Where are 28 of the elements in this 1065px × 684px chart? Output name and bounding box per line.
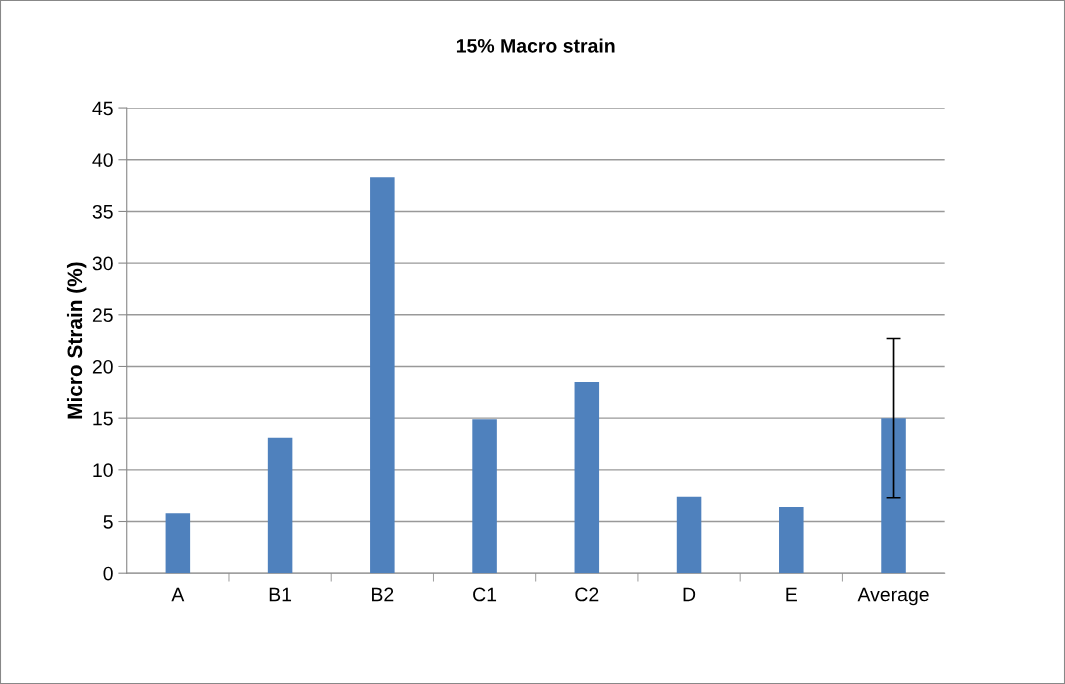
bar [676, 496, 702, 574]
y-tick-label: 5 [103, 515, 113, 529]
y-tick-label: 35 [92, 204, 113, 219]
bar [472, 419, 497, 574]
x-tick-label: B2 [372, 587, 394, 602]
x-tick-label: E [786, 587, 797, 602]
x-tick-label: D [683, 587, 696, 602]
x-tick-label: B1 [269, 587, 292, 602]
x-tick-label: C1 [473, 587, 497, 602]
y-tick-label: 15 [93, 411, 113, 426]
bar [370, 177, 395, 574]
y-tick-label: 0 [103, 566, 113, 581]
y-tick-label: 40 [92, 153, 113, 167]
y-tick-label: 30 [92, 256, 113, 271]
y-tick-label: 25 [92, 308, 113, 323]
x-tick-label: C2 [575, 587, 599, 602]
bar [881, 418, 906, 574]
y-tick-label: 10 [93, 463, 113, 478]
y-axis-title: Micro Strain (%) [66, 262, 87, 419]
y-tick-label: 45 [92, 101, 113, 116]
bar [165, 513, 191, 574]
x-tick-label: A [171, 587, 185, 602]
x-tick-label: Average [857, 587, 929, 606]
bar [779, 507, 804, 574]
y-tick-label: 20 [92, 359, 113, 374]
chart-title: 15% Macro strain [456, 38, 615, 53]
bar [267, 437, 293, 574]
bar [574, 381, 600, 574]
